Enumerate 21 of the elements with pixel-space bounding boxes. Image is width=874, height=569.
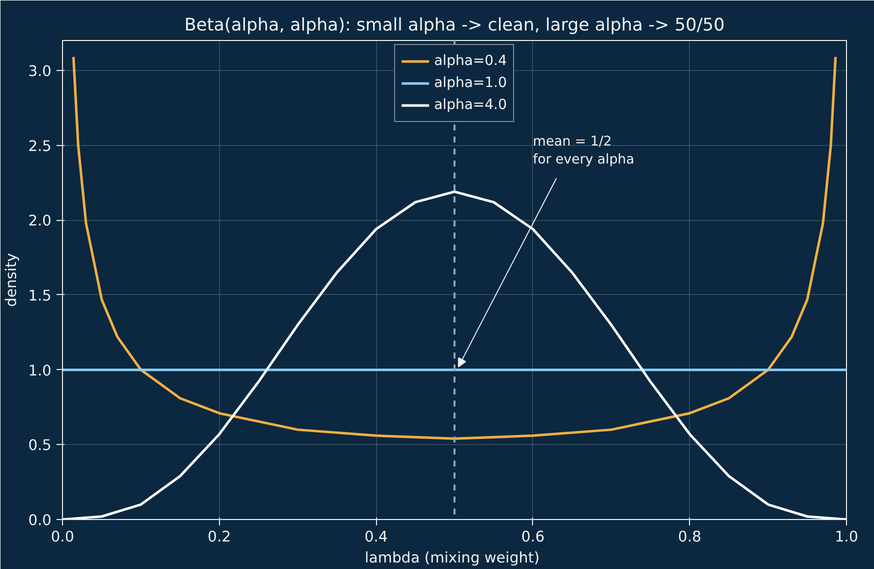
x-tick-label: 1.0 <box>834 528 858 546</box>
chart-title: Beta(alpha, alpha): small alpha -> clean, large alpha -> 50/50 <box>184 16 725 36</box>
x-tick-label: 0.2 <box>208 528 231 546</box>
x-tick-label: 0.4 <box>364 528 388 546</box>
y-tick-label: 3.0 <box>28 62 52 80</box>
x-tick-label: 0.0 <box>50 528 74 546</box>
x-tick-label: 0.6 <box>521 528 545 546</box>
y-tick-label: 0.5 <box>28 437 52 454</box>
x-tick-label: 0.8 <box>678 528 702 546</box>
legend-label: alpha=1.0 <box>434 75 507 91</box>
legend-label: alpha=0.4 <box>434 53 507 69</box>
y-tick-label: 1.0 <box>28 362 52 380</box>
y-tick-label: 1.5 <box>28 287 52 304</box>
legend-label: alpha=4.0 <box>434 97 507 113</box>
y-axis-title: density <box>3 252 20 307</box>
y-tick-label: 0.0 <box>28 512 52 529</box>
annotation: mean = 1/2 for every alpha <box>532 134 634 168</box>
y-tick-label: 2.0 <box>28 212 52 230</box>
line-series <box>72 56 837 440</box>
y-tick-label: 2.5 <box>28 138 52 155</box>
x-axis-title: lambda (mixing weight) <box>364 550 540 566</box>
